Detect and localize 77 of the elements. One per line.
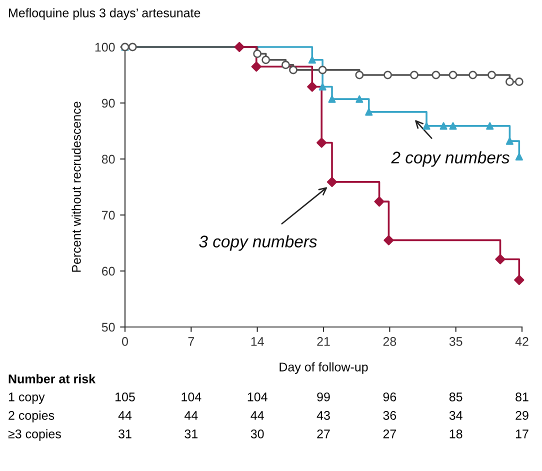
point xyxy=(374,196,384,207)
point xyxy=(234,42,244,52)
point xyxy=(355,70,364,80)
point xyxy=(486,122,494,130)
point xyxy=(515,152,523,161)
text: 44 xyxy=(250,411,264,420)
y-tick-label: 60 xyxy=(102,266,115,276)
point xyxy=(449,122,457,130)
x-tick-label: 21 xyxy=(317,337,330,346)
point xyxy=(128,42,137,52)
text: ≥3 copies xyxy=(8,429,61,441)
text: 2 copies xyxy=(8,410,54,422)
x-axis-title: Day of follow-up xyxy=(280,362,368,374)
text: 99 xyxy=(317,392,330,402)
text: 96 xyxy=(383,392,396,402)
y-tick-label: 100 xyxy=(95,42,115,52)
y-axis-title: Percent without recrudescence xyxy=(72,102,81,272)
text: 81 xyxy=(516,392,528,402)
text: 18 xyxy=(450,430,462,438)
text: 30 xyxy=(250,430,264,438)
point xyxy=(448,70,458,80)
point xyxy=(356,95,364,103)
text: 104 xyxy=(182,392,202,402)
y-tick-label: 70 xyxy=(102,210,115,220)
point xyxy=(251,62,262,72)
text: 36 xyxy=(383,411,396,420)
y-tick-label: 80 xyxy=(102,154,115,164)
point xyxy=(281,60,290,70)
text: 34 xyxy=(449,411,462,420)
point xyxy=(318,66,327,74)
y-tick-label: 90 xyxy=(102,98,115,108)
x-tick-label: 0 xyxy=(122,337,128,346)
annotation: 3 copy numbers xyxy=(199,235,317,251)
text: 44 xyxy=(184,411,198,420)
point xyxy=(316,138,327,148)
text: 44 xyxy=(118,411,132,420)
point xyxy=(262,56,270,64)
point xyxy=(307,82,318,92)
point xyxy=(384,70,392,80)
x-tick-label: 28 xyxy=(383,337,396,346)
text: 17 xyxy=(516,430,528,438)
point xyxy=(488,70,496,80)
point xyxy=(253,49,262,58)
chart-title: Mefloquine plus 3 days’ artesunate xyxy=(9,8,200,20)
point xyxy=(514,274,524,286)
point xyxy=(308,56,316,64)
x-tick-label: 14 xyxy=(251,337,264,346)
point xyxy=(410,70,418,80)
x-tick-label: 7 xyxy=(188,337,194,346)
text: 105 xyxy=(116,392,135,402)
point xyxy=(506,137,514,145)
text: 1 copy xyxy=(8,392,45,404)
point xyxy=(318,82,326,91)
text: 31 xyxy=(184,430,198,438)
point xyxy=(289,66,298,74)
point xyxy=(495,254,506,264)
y-tick-label: 50 xyxy=(102,322,115,332)
point xyxy=(514,77,524,86)
point xyxy=(365,108,373,116)
point xyxy=(326,176,338,188)
text: 104 xyxy=(248,392,268,402)
text: 31 xyxy=(118,430,132,438)
point xyxy=(505,77,514,86)
point xyxy=(440,122,448,130)
point xyxy=(432,70,440,80)
text: 27 xyxy=(383,430,396,438)
x-tick-label: 42 xyxy=(515,337,528,346)
point xyxy=(384,235,394,246)
annotation: 2 copy numbers xyxy=(391,151,510,167)
x-tick-label: 35 xyxy=(449,337,462,346)
text: 29 xyxy=(516,411,528,420)
text: 43 xyxy=(316,411,330,420)
text: 27 xyxy=(317,430,330,438)
point xyxy=(328,95,336,103)
point xyxy=(468,70,478,80)
text: 85 xyxy=(449,392,462,402)
text: Number at risk xyxy=(8,374,96,384)
